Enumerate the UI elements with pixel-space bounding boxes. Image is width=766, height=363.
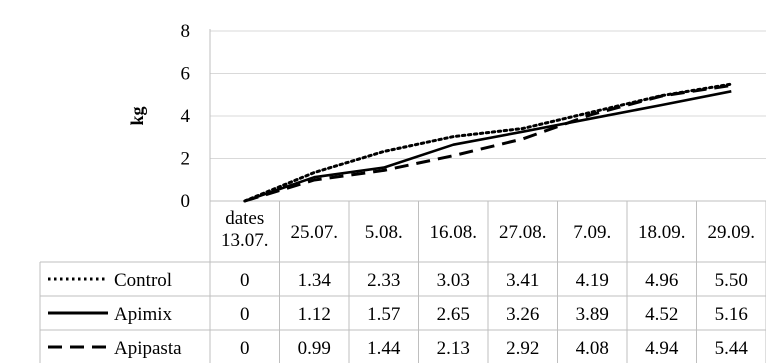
data-table-cell: 1.12 (298, 304, 331, 325)
y-tick-label: 4 (181, 106, 191, 127)
data-table-cell: 4.52 (645, 304, 678, 325)
legend-label-control: Control (114, 270, 172, 291)
data-table-cell: 4.96 (645, 270, 678, 291)
data-table-cell: 0 (240, 270, 250, 291)
data-table-cell: 2.65 (437, 304, 470, 325)
y-axis: 0 2 4 6 8 (181, 21, 191, 212)
data-table-cell: 3.26 (506, 304, 539, 325)
data-table-cell: 5.50 (715, 270, 748, 291)
x-category-label: dates 13.07. (221, 208, 269, 251)
data-table-cell: 0.99 (298, 338, 331, 359)
data-table-cell: 1.44 (367, 338, 401, 359)
data-table: dates 13.07. 25.07. 5.08. 16.08. 27.08. 7.09. 1… (39, 29, 766, 363)
data-table-cell: 3.03 (437, 270, 470, 291)
y-tick-label: 8 (181, 21, 191, 42)
series-layer (243, 82, 733, 203)
data-table-cell: 0 (240, 338, 250, 359)
y-tick-label: 6 (181, 64, 191, 85)
x-category-label: 27.08. (499, 222, 547, 243)
x-category-label: 5.08. (365, 222, 403, 243)
x-category-label: 18.09. (638, 222, 686, 243)
data-table-cell: 1.34 (298, 270, 332, 291)
x-category-label: 16.08. (430, 222, 478, 243)
legend-label-apimix: Apimix (114, 304, 173, 325)
series-line-apipasta (244, 83, 732, 203)
data-table-cell: 3.41 (506, 270, 539, 291)
data-table-cell: 2.33 (367, 270, 400, 291)
grid-layer (210, 30, 766, 159)
data-table-cell: 2.92 (506, 338, 539, 359)
y-axis-label: kg (127, 106, 147, 125)
data-table-cell: 2.13 (437, 338, 470, 359)
x-category-label: 29.09. (708, 222, 756, 243)
series-line-apimix (244, 90, 732, 203)
data-table-cell: 5.44 (715, 338, 749, 359)
data-table-cell: 4.08 (576, 338, 609, 359)
data-table-cell: 3.89 (576, 304, 609, 325)
data-table-cell: 1.57 (367, 304, 400, 325)
data-table-cell: 5.16 (715, 304, 748, 325)
x-category-label: 7.09. (573, 222, 611, 243)
legend-label-apipasta: Apipasta (114, 338, 182, 359)
series-line-control (243, 82, 733, 203)
data-table-cell: 4.94 (645, 338, 679, 359)
data-table-cell: 0 (240, 304, 250, 325)
data-table-cell: 4.19 (576, 270, 609, 291)
y-tick-label: 2 (181, 149, 191, 170)
x-category-label: 25.07. (291, 222, 339, 243)
y-tick-label: 0 (181, 191, 191, 212)
